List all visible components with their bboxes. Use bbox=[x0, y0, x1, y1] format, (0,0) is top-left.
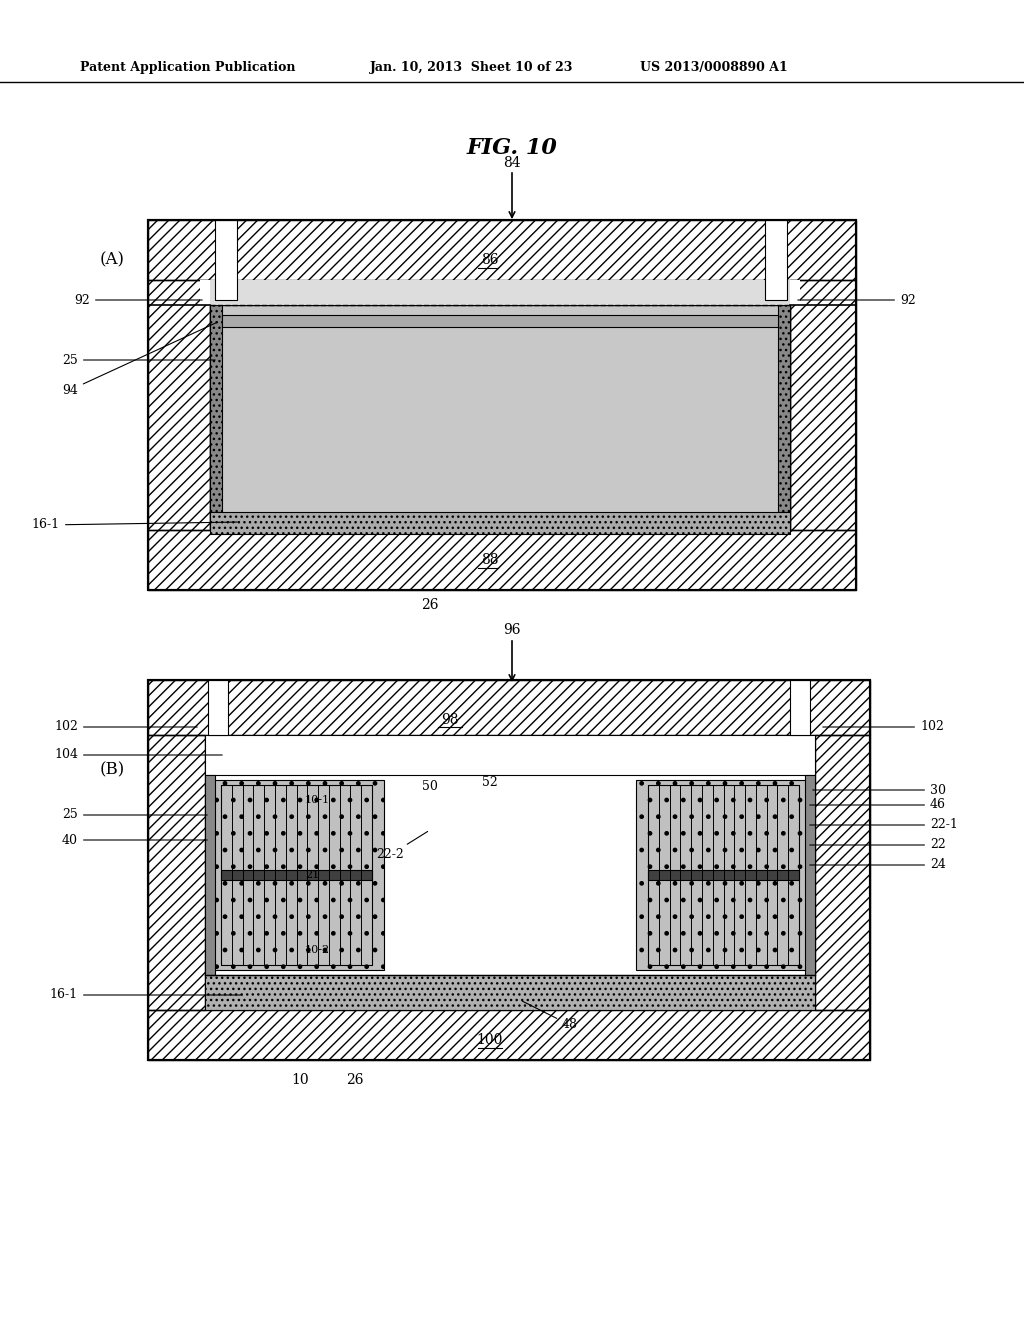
Bar bbox=[205, 735, 815, 775]
Bar bbox=[148, 1010, 870, 1060]
Text: 25: 25 bbox=[62, 808, 207, 821]
Text: 84: 84 bbox=[503, 156, 521, 170]
Text: 26: 26 bbox=[346, 1073, 364, 1086]
Bar bbox=[648, 785, 799, 965]
Bar bbox=[210, 280, 790, 305]
Bar bbox=[765, 220, 787, 300]
Text: Jan. 10, 2013  Sheet 10 of 23: Jan. 10, 2013 Sheet 10 of 23 bbox=[370, 62, 573, 74]
Bar bbox=[636, 780, 811, 970]
Text: 46: 46 bbox=[810, 799, 946, 812]
Bar bbox=[805, 775, 815, 975]
Bar bbox=[221, 785, 372, 965]
Text: 92: 92 bbox=[798, 293, 915, 306]
Bar bbox=[648, 870, 799, 880]
Text: 98: 98 bbox=[441, 713, 459, 727]
Text: 21: 21 bbox=[305, 870, 319, 880]
Text: 22-1: 22-1 bbox=[810, 818, 957, 832]
Bar bbox=[148, 680, 870, 735]
Bar bbox=[148, 280, 210, 531]
Bar bbox=[205, 775, 215, 975]
Bar bbox=[210, 305, 790, 531]
Text: 92: 92 bbox=[75, 293, 202, 306]
Bar bbox=[778, 305, 790, 512]
Text: 22: 22 bbox=[810, 838, 946, 851]
Text: Patent Application Publication: Patent Application Publication bbox=[80, 62, 296, 74]
Text: 10-2: 10-2 bbox=[305, 945, 330, 954]
Text: 88: 88 bbox=[481, 553, 499, 568]
Bar bbox=[221, 870, 372, 880]
Bar bbox=[148, 220, 856, 280]
Bar bbox=[148, 680, 870, 1060]
Text: 102: 102 bbox=[54, 721, 198, 734]
Text: 10-1: 10-1 bbox=[305, 795, 330, 805]
Bar bbox=[148, 531, 856, 590]
Bar bbox=[205, 975, 815, 1010]
Bar bbox=[148, 735, 205, 1010]
Text: US 2013/0008890 A1: US 2013/0008890 A1 bbox=[640, 62, 787, 74]
Bar bbox=[788, 280, 800, 305]
Bar bbox=[209, 780, 384, 970]
Text: 100: 100 bbox=[477, 1034, 503, 1047]
Text: 25: 25 bbox=[62, 354, 215, 367]
Text: 94: 94 bbox=[62, 322, 217, 396]
Text: FIG. 10: FIG. 10 bbox=[467, 137, 557, 158]
Text: 22-2: 22-2 bbox=[376, 832, 428, 862]
Text: 16-1: 16-1 bbox=[32, 519, 238, 532]
Text: 30: 30 bbox=[813, 784, 946, 796]
Bar bbox=[210, 280, 790, 305]
Text: 16-1: 16-1 bbox=[50, 989, 243, 1002]
Bar bbox=[148, 220, 856, 590]
Text: 24: 24 bbox=[810, 858, 946, 871]
Bar bbox=[148, 680, 870, 1060]
Text: 104: 104 bbox=[54, 748, 222, 762]
Text: (B): (B) bbox=[100, 762, 125, 779]
Text: 86: 86 bbox=[481, 253, 499, 267]
Text: 96: 96 bbox=[503, 623, 521, 638]
Bar bbox=[148, 220, 856, 590]
Bar bbox=[815, 735, 870, 1010]
Bar bbox=[210, 305, 222, 512]
Bar bbox=[790, 680, 810, 735]
Bar bbox=[222, 315, 778, 327]
Text: 102: 102 bbox=[822, 721, 944, 734]
Text: 10: 10 bbox=[291, 1073, 309, 1086]
Bar bbox=[215, 220, 237, 300]
Bar bbox=[200, 280, 212, 305]
Text: 50: 50 bbox=[422, 780, 438, 793]
Text: 52: 52 bbox=[482, 776, 498, 789]
Bar bbox=[208, 680, 228, 735]
Text: 26: 26 bbox=[421, 598, 438, 612]
Text: 40: 40 bbox=[62, 833, 207, 846]
Text: 48: 48 bbox=[522, 1002, 578, 1031]
Bar bbox=[790, 280, 856, 531]
Bar bbox=[210, 512, 790, 535]
Text: (A): (A) bbox=[100, 252, 125, 268]
